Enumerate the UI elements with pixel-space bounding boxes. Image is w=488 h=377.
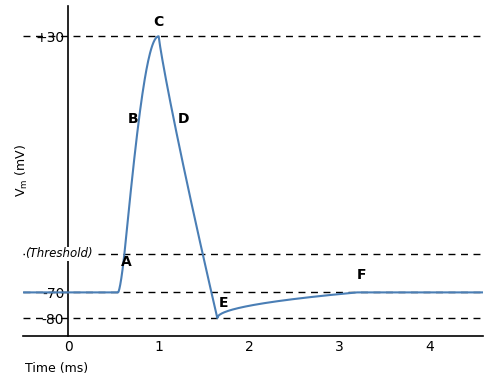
Text: A: A (121, 255, 131, 269)
Text: E: E (219, 296, 228, 310)
Text: Time (ms): Time (ms) (25, 362, 88, 375)
Text: (Threshold): (Threshold) (25, 247, 93, 261)
Y-axis label: $\mathregular{V_m}$ (mV): $\mathregular{V_m}$ (mV) (14, 144, 30, 197)
Text: C: C (153, 15, 163, 29)
Text: B: B (128, 112, 139, 126)
Text: F: F (356, 268, 366, 282)
Text: D: D (178, 112, 189, 126)
